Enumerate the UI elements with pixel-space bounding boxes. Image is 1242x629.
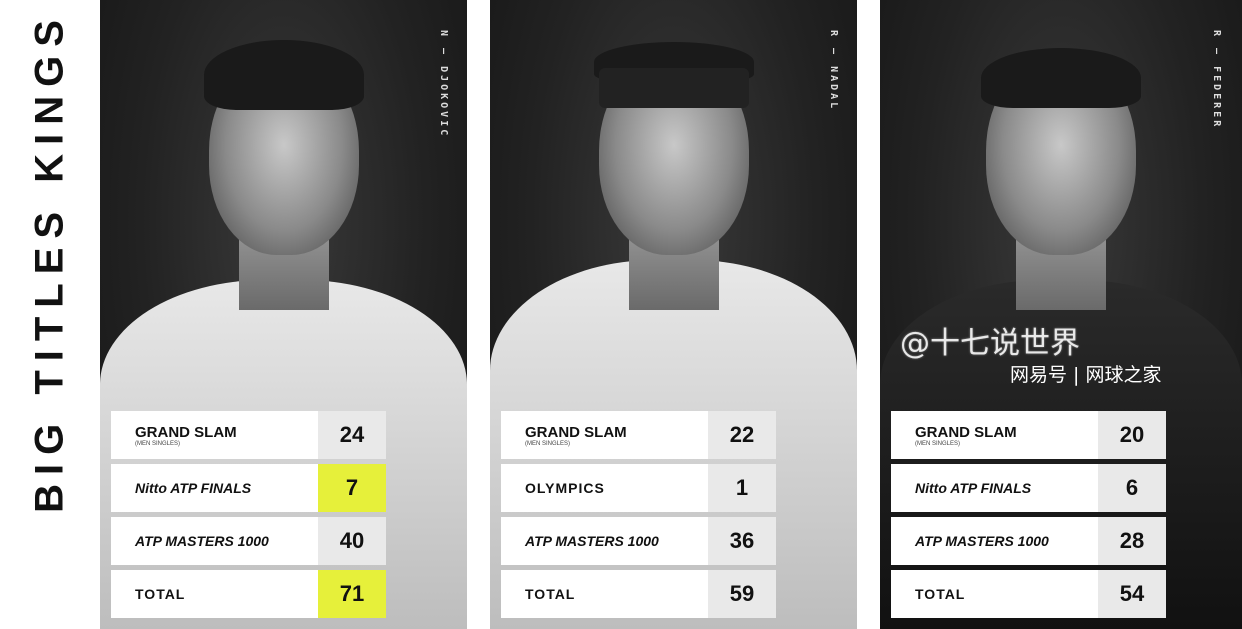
- player-hair: [203, 40, 364, 110]
- player-panel-djokovic: N — DJOKOVIC GRAND SLAM (MEN SINGLES) 24 N…: [100, 0, 467, 629]
- watermark: @十七说世界: [900, 326, 1080, 361]
- headband-nike: [598, 68, 749, 108]
- player-hair: [981, 48, 1141, 108]
- title-text: BIG TITLES KINGS: [27, 11, 72, 513]
- player-panel-nadal: R — NADAL GRAND SLAM (MEN SINGLES) 22 OLYM…: [490, 0, 857, 629]
- player-name: R — NADAL: [828, 30, 839, 112]
- player-panel-federer: R — FEDERER GRAND SLAM (MEN SINGLES) 20 Ni…: [880, 0, 1242, 629]
- table-row: ATP MASTERS 1000 40: [111, 517, 386, 565]
- table-row: GRAND SLAM (MEN SINGLES) 24: [111, 411, 386, 459]
- table-row-total: TOTAL 59: [501, 570, 776, 618]
- titles-table: GRAND SLAM (MEN SINGLES) 24 Nitto ATP FINA…: [111, 411, 386, 623]
- table-row: ATP MASTERS 1000 36: [501, 517, 776, 565]
- table-row: OLYMPICS 1: [501, 464, 776, 512]
- table-row: Nitto ATP FINALS 7: [111, 464, 386, 512]
- table-row: GRAND SLAM (MEN SINGLES) 20: [891, 411, 1166, 459]
- table-row-total: TOTAL 54: [891, 570, 1166, 618]
- table-row: Nitto ATP FINALS 6: [891, 464, 1166, 512]
- table-row: GRAND SLAM (MEN SINGLES) 22: [501, 411, 776, 459]
- table-row: ATP MASTERS 1000 28: [891, 517, 1166, 565]
- player-name: R — FEDERER: [1211, 30, 1222, 130]
- player-name: N — DJOKOVIC: [438, 30, 449, 139]
- titles-table: GRAND SLAM (MEN SINGLES) 20 Nitto ATP FINA…: [891, 411, 1166, 623]
- watermark-source: 网易号 | 网球之家: [1010, 364, 1162, 386]
- titles-table: GRAND SLAM (MEN SINGLES) 22 OLYMPICS 1 ATP …: [501, 411, 776, 623]
- table-row-total: TOTAL 71: [111, 570, 386, 618]
- infographic-title: BIG TITLES KINGS: [0, 0, 100, 629]
